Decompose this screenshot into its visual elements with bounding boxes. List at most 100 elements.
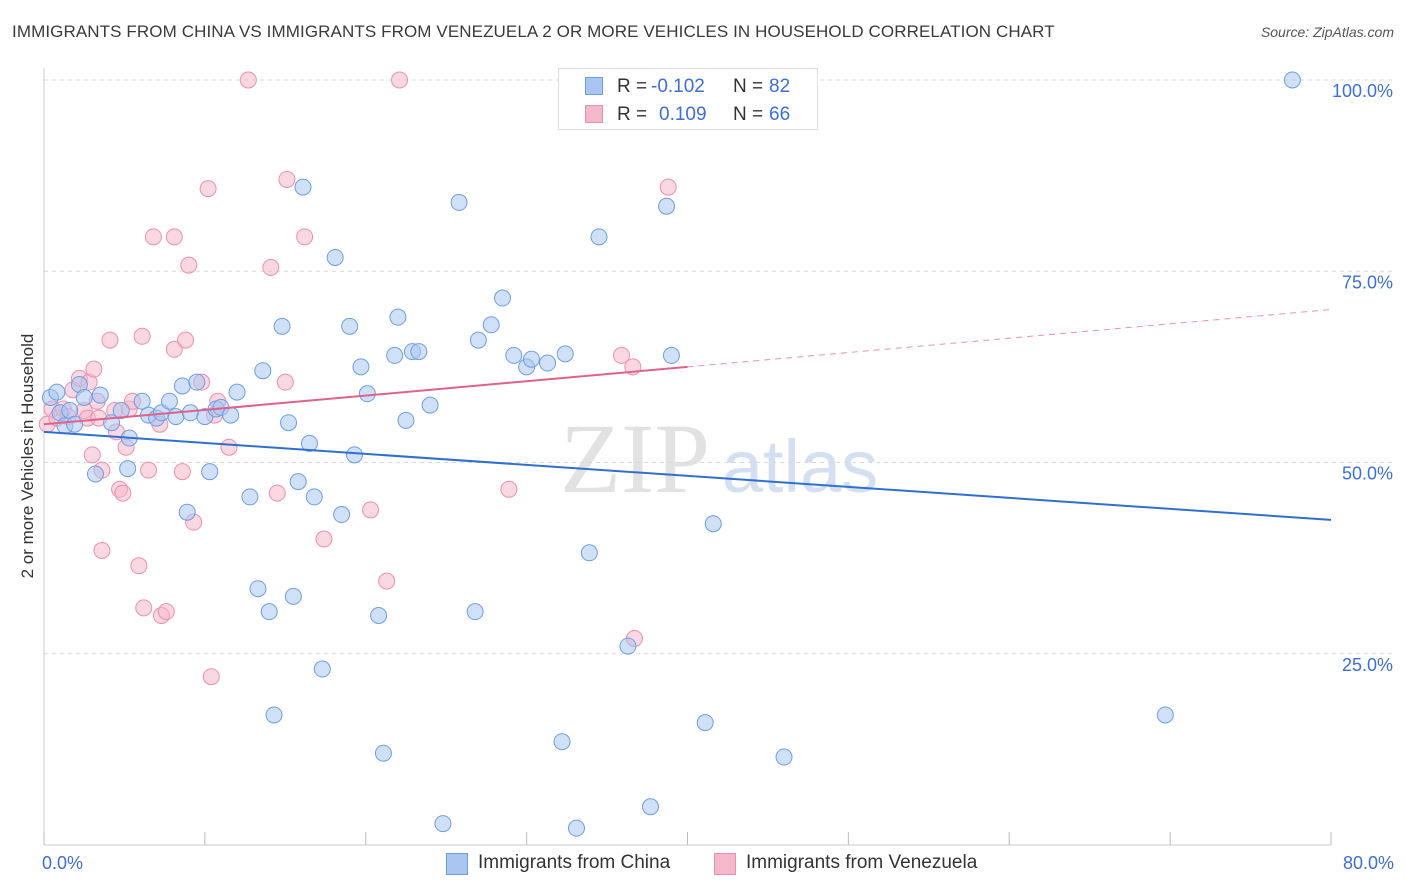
- china-point: [482, 316, 500, 334]
- venezuela-point: [613, 346, 631, 364]
- china-point: [91, 386, 109, 404]
- china-point: [254, 362, 272, 380]
- china-point: [66, 415, 84, 433]
- china-point: [160, 392, 178, 410]
- venezuela-point: [173, 463, 191, 481]
- venezuela-trend-line: [43, 365, 688, 426]
- china-point: [619, 637, 637, 655]
- venezuela-point: [135, 599, 153, 617]
- x-tick-label: 0.0%: [42, 853, 83, 873]
- china-point: [450, 193, 468, 211]
- venezuela-trend-line-extension: [687, 309, 1332, 368]
- china-point: [704, 515, 722, 533]
- china-point: [75, 388, 93, 406]
- china-point: [313, 660, 331, 678]
- venezuela-point: [130, 557, 148, 575]
- china-point: [201, 463, 219, 481]
- bottom-legend-label-china: Immigrants from China: [478, 852, 671, 873]
- venezuela-point: [114, 484, 132, 502]
- china-point: [539, 354, 557, 372]
- legend-r-value: 0.109: [659, 104, 707, 125]
- zipatlas-watermark: ZIP atlas: [560, 403, 878, 514]
- china-point: [421, 396, 439, 414]
- venezuela-point: [199, 180, 217, 198]
- china-point: [289, 473, 307, 491]
- china-point: [260, 603, 278, 621]
- axes: [43, 68, 1332, 846]
- y-tick-label: 50.0%: [1342, 464, 1393, 484]
- venezuela-point: [93, 541, 111, 559]
- china-point: [241, 488, 259, 506]
- china-point: [567, 819, 585, 837]
- legend-n-value: 82: [769, 76, 791, 97]
- y-tick-label: 25.0%: [1342, 655, 1393, 675]
- venezuela-point: [378, 572, 396, 590]
- china-point: [1283, 71, 1301, 89]
- china-point: [341, 317, 359, 335]
- china-point: [1156, 706, 1174, 724]
- china-point: [249, 580, 267, 598]
- venezuela-point: [659, 178, 677, 196]
- china-point: [48, 383, 66, 401]
- venezuela-point: [101, 331, 119, 349]
- china-point: [228, 383, 246, 401]
- correlation-legend: R = -0.102 N = 82 R = 0.109 N = 66: [558, 68, 818, 130]
- legend-swatch-china: [585, 77, 603, 95]
- legend-n-label: N =: [733, 104, 764, 125]
- china-point: [556, 345, 574, 363]
- china-point: [775, 748, 793, 766]
- china-point: [493, 289, 511, 307]
- watermark-zip: ZIP: [560, 403, 710, 514]
- china-point: [178, 503, 196, 521]
- venezuela-point: [202, 668, 220, 686]
- venezuela-point: [83, 446, 101, 464]
- venezuela-point: [362, 501, 380, 519]
- venezuela-point: [276, 373, 294, 391]
- china-point: [345, 446, 363, 464]
- x-tick-label: 80.0%: [1343, 853, 1394, 873]
- china-point: [641, 798, 659, 816]
- china-point: [397, 411, 415, 429]
- china-point: [294, 178, 312, 196]
- venezuela-point: [140, 461, 158, 479]
- venezuela-points: [38, 71, 677, 686]
- venezuela-point: [133, 327, 151, 345]
- china-trend-line: [43, 430, 1332, 521]
- legend-swatch-venezuela: [585, 105, 603, 123]
- china-point: [305, 488, 323, 506]
- china-point: [273, 317, 291, 335]
- watermark-atlas: atlas: [722, 425, 878, 508]
- china-point: [119, 460, 137, 478]
- legend-n-value: 66: [769, 104, 791, 125]
- china-point: [505, 346, 523, 364]
- venezuela-point: [144, 228, 162, 246]
- venezuela-point: [239, 71, 257, 89]
- china-point: [265, 706, 283, 724]
- china-point: [389, 308, 407, 326]
- legend-r-label: R =: [617, 76, 648, 97]
- trend-lines: [43, 309, 1332, 521]
- y-tick-label: 100.0%: [1332, 81, 1393, 101]
- china-point: [466, 603, 484, 621]
- china-point: [284, 587, 302, 605]
- venezuela-point: [157, 603, 175, 621]
- china-point: [112, 401, 130, 419]
- venezuela-point: [296, 228, 314, 246]
- china-point: [352, 358, 370, 376]
- china-point: [333, 506, 351, 524]
- venezuela-point: [220, 438, 238, 456]
- china-point: [173, 377, 191, 395]
- china-point: [181, 404, 199, 422]
- venezuela-point: [391, 71, 409, 89]
- legend-r-value: -0.102: [651, 76, 705, 97]
- china-point: [280, 414, 298, 432]
- venezuela-point: [165, 228, 183, 246]
- china-point: [469, 331, 487, 349]
- china-point: [662, 346, 680, 364]
- china-points: [41, 71, 1301, 837]
- china-point: [370, 607, 388, 624]
- china-point: [326, 248, 344, 266]
- china-point: [358, 385, 376, 403]
- china-point: [188, 373, 206, 391]
